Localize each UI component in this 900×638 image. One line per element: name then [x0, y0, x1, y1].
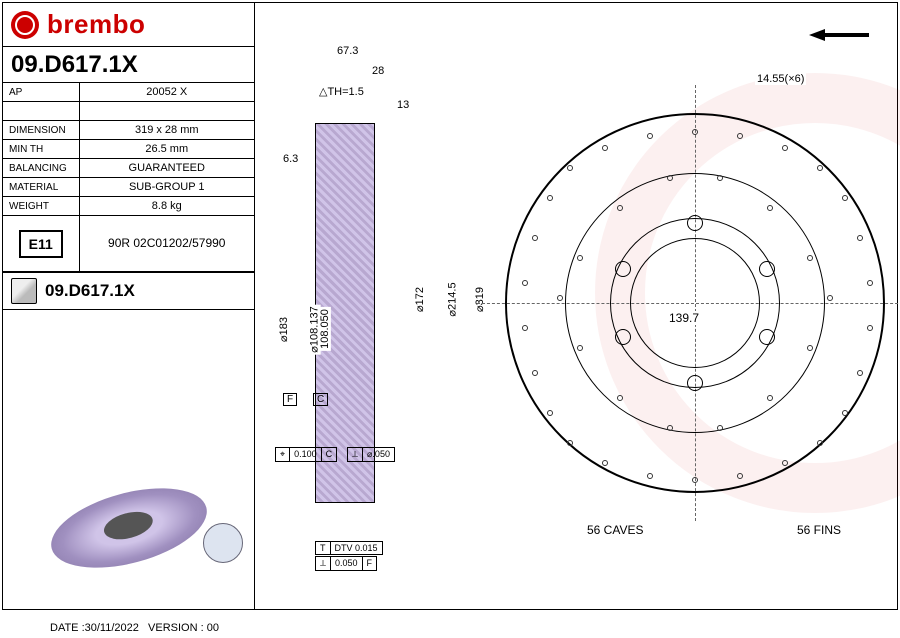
dim-phi-319: ⌀319 [473, 285, 486, 314]
drill-hole [667, 425, 673, 431]
drill-hole [827, 295, 833, 301]
brand-header: brembo [3, 3, 254, 47]
drill-hole [547, 410, 553, 416]
spec-material-label: MATERIAL [3, 178, 79, 197]
front-view: 14.55(×6) 139.7 [495, 53, 895, 553]
drill-hole [532, 370, 538, 376]
drill-hole [767, 395, 773, 401]
dim-phi-214: ⌀214.5 [446, 280, 459, 318]
gdt-box-position: ⌖ 0.100 C [275, 447, 337, 462]
spec-weight-label: WEIGHT [3, 197, 79, 216]
label-fins: 56 FINS [795, 523, 843, 537]
spec-minth-label: MIN TH [3, 140, 79, 159]
spec-material-value: SUB-GROUP 1 [79, 178, 255, 197]
label-caves: 56 CAVES [585, 523, 645, 537]
spec-ap-value: 20052 X [79, 83, 255, 102]
drill-hole [667, 175, 673, 181]
left-panel: brembo 09.D617.1X AP 20052 X DIMENSION 3… [3, 3, 255, 609]
drill-hole [817, 440, 823, 446]
bolt-hole [759, 261, 775, 277]
gdt-box-dtv: T DTV 0.015 [315, 541, 383, 555]
date-label: DATE :30/11/2022 [50, 622, 139, 634]
dim-28: 28 [370, 65, 386, 77]
drill-hole [522, 325, 528, 331]
drill-hole [567, 440, 573, 446]
drawing-frame: brembo 09.D617.1X AP 20052 X DIMENSION 3… [2, 2, 898, 610]
drawing-area: 67.3 28 △TH=1.5 13 6.3 ⌀183 ⌀108.137 108… [255, 3, 899, 611]
drill-hole [602, 145, 608, 151]
rotor-outer-circle: 139.7 [505, 113, 885, 493]
drill-hole [692, 477, 698, 483]
datum-f: F [283, 393, 297, 406]
dim-phi-108b: 108.050 [319, 307, 331, 351]
drill-hole [717, 175, 723, 181]
brembo-logo-icon [11, 11, 39, 39]
spec-ap-label: AP [3, 83, 79, 102]
drill-hole [717, 425, 723, 431]
drill-hole [842, 195, 848, 201]
bolt-hole [687, 215, 703, 231]
dim-6-3: 6.3 [281, 153, 300, 165]
dim-phi-183: ⌀183 [277, 315, 290, 344]
drill-hole [807, 345, 813, 351]
dim-th: △TH=1.5 [317, 85, 366, 98]
dim-phi-172: ⌀172 [413, 285, 426, 314]
drill-hole [692, 129, 698, 135]
spec-balancing-label: BALANCING [3, 159, 79, 178]
drill-hole [867, 280, 873, 286]
part-number-primary: 09.D617.1X [3, 47, 255, 83]
drill-hole [737, 133, 743, 139]
drill-hole [532, 235, 538, 241]
part-number-secondary: 09.D617.1X [45, 281, 135, 301]
version-label: VERSION : 00 [148, 622, 219, 634]
drill-hole [842, 410, 848, 416]
drill-hole [807, 255, 813, 261]
bolt-hole [615, 329, 631, 345]
bolt-hole [615, 261, 631, 277]
dim-67-3: 67.3 [335, 45, 360, 57]
drill-hole [522, 280, 528, 286]
drill-hole [547, 195, 553, 201]
drill-hole [767, 205, 773, 211]
bolt-hole [687, 375, 703, 391]
drill-hole [617, 205, 623, 211]
drill-hole [647, 133, 653, 139]
cross-section-view: 67.3 28 △TH=1.5 13 6.3 ⌀183 ⌀108.137 108… [275, 43, 455, 563]
rotation-arrow-icon [809, 27, 869, 48]
drill-hole [867, 325, 873, 331]
spec-e11-label: E11 [3, 216, 79, 272]
drill-hole [577, 345, 583, 351]
dim-center: 139.7 [667, 311, 701, 325]
spec-balancing-value: GUARANTEED [79, 159, 255, 178]
spec-weight-value: 8.8 kg [79, 197, 255, 216]
drill-hole [557, 295, 563, 301]
dim-bolt: 14.55(×6) [755, 73, 806, 85]
material-sample-icon [203, 523, 243, 563]
gdt-box-perp-f: ⟂ 0.050 F [315, 556, 377, 571]
drill-hole [817, 165, 823, 171]
spec-table: AP 20052 X DIMENSION 319 x 28 mm MIN TH … [3, 83, 255, 272]
drill-hole [782, 145, 788, 151]
drill-hole [577, 255, 583, 261]
spec-dimension-label: DIMENSION [3, 121, 79, 140]
bolt-hole [759, 329, 775, 345]
brand-name: brembo [47, 9, 145, 40]
spec-e11-value: 90R 02C01202/57990 [79, 216, 255, 272]
drill-hole [647, 473, 653, 479]
drill-hole [782, 460, 788, 466]
drill-hole [857, 235, 863, 241]
spec-dimension-value: 319 x 28 mm [79, 121, 255, 140]
drill-hole [737, 473, 743, 479]
dim-13: 13 [395, 99, 411, 111]
datum-c: C [313, 393, 328, 406]
spec-minth-value: 26.5 mm [79, 140, 255, 159]
drill-hole [617, 395, 623, 401]
drill-hole [857, 370, 863, 376]
drill-hole [567, 165, 573, 171]
drill-hole [602, 460, 608, 466]
part-number-row: 09.D617.1X [3, 272, 255, 310]
rotor-thumb-icon [11, 278, 37, 304]
gdt-box-perp: ⟂ ⌀.050 [347, 447, 395, 462]
date-version-bar: DATE :30/11/2022 VERSION : 00 [50, 622, 219, 634]
